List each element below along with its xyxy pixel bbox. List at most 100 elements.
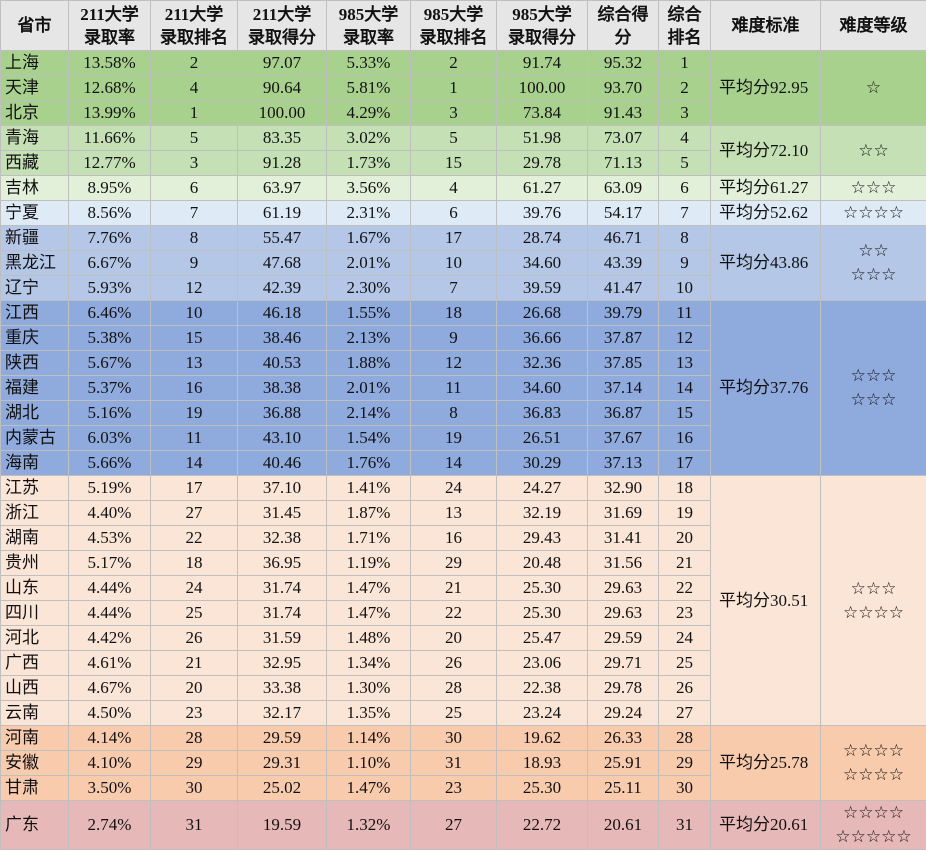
- header-cell: 211大学录取得分: [238, 1, 327, 51]
- value-cell: 91.43: [588, 101, 659, 126]
- province-cell: 青海: [1, 126, 69, 151]
- value-cell: 3.02%: [327, 126, 411, 151]
- cell-line: 录取率: [69, 26, 150, 49]
- value-cell: 2.01%: [327, 251, 411, 276]
- cell-line: ☆☆: [821, 139, 926, 163]
- value-cell: 38.46: [238, 326, 327, 351]
- value-cell: 38.38: [238, 376, 327, 401]
- value-cell: 100.00: [238, 101, 327, 126]
- header-cell: 985大学录取得分: [497, 1, 588, 51]
- value-cell: 8: [151, 226, 238, 251]
- cell-line: 难度标准: [711, 14, 820, 37]
- value-cell: 1: [411, 76, 497, 101]
- value-cell: 7.76%: [69, 226, 151, 251]
- value-cell: 25.30: [497, 601, 588, 626]
- value-cell: 36.87: [588, 401, 659, 426]
- level-cell: ☆☆☆☆☆☆☆☆☆: [821, 801, 926, 850]
- value-cell: 32.17: [238, 701, 327, 726]
- value-cell: 37.13: [588, 451, 659, 476]
- value-cell: 25.47: [497, 626, 588, 651]
- value-cell: 4.61%: [69, 651, 151, 676]
- value-cell: 2: [659, 76, 711, 101]
- level-cell: ☆☆☆☆: [821, 201, 926, 226]
- level-cell: ☆☆: [821, 126, 926, 176]
- value-cell: 30: [411, 726, 497, 751]
- cell-line: 211大学: [151, 3, 237, 26]
- cell-line: ☆☆☆☆: [821, 763, 926, 787]
- value-cell: 26: [411, 651, 497, 676]
- header-cell: 985大学录取率: [327, 1, 411, 51]
- value-cell: 6.46%: [69, 301, 151, 326]
- value-cell: 4.14%: [69, 726, 151, 751]
- value-cell: 91.74: [497, 51, 588, 76]
- level-cell: ☆☆☆☆☆: [821, 226, 926, 301]
- province-cell: 浙江: [1, 501, 69, 526]
- value-cell: 1.34%: [327, 651, 411, 676]
- value-cell: 2.14%: [327, 401, 411, 426]
- value-cell: 33.38: [238, 676, 327, 701]
- header-cell: 985大学录取排名: [411, 1, 497, 51]
- value-cell: 18: [151, 551, 238, 576]
- value-cell: 23: [411, 776, 497, 801]
- value-cell: 16: [151, 376, 238, 401]
- value-cell: 3: [411, 101, 497, 126]
- value-cell: 11.66%: [69, 126, 151, 151]
- value-cell: 5: [151, 126, 238, 151]
- value-cell: 22.38: [497, 676, 588, 701]
- value-cell: 4: [151, 76, 238, 101]
- value-cell: 93.70: [588, 76, 659, 101]
- value-cell: 3.50%: [69, 776, 151, 801]
- value-cell: 3: [151, 151, 238, 176]
- standard-cell: 平均分72.10: [711, 126, 821, 176]
- cell-line: 难度等级: [821, 14, 926, 37]
- value-cell: 30: [659, 776, 711, 801]
- value-cell: 29: [411, 551, 497, 576]
- value-cell: 51.98: [497, 126, 588, 151]
- value-cell: 29.78: [497, 151, 588, 176]
- value-cell: 39.59: [497, 276, 588, 301]
- cell-line: 录取率: [327, 26, 410, 49]
- value-cell: 90.64: [238, 76, 327, 101]
- value-cell: 18: [411, 301, 497, 326]
- province-cell: 安徽: [1, 751, 69, 776]
- province-cell: 河北: [1, 626, 69, 651]
- value-cell: 25.30: [497, 576, 588, 601]
- province-cell: 江西: [1, 301, 69, 326]
- value-cell: 83.35: [238, 126, 327, 151]
- standard-cell: 平均分30.51: [711, 476, 821, 726]
- value-cell: 8.56%: [69, 201, 151, 226]
- value-cell: 2.13%: [327, 326, 411, 351]
- cell-line: 985大学: [327, 3, 410, 26]
- value-cell: 24.27: [497, 476, 588, 501]
- value-cell: 31.74: [238, 601, 327, 626]
- value-cell: 34.60: [497, 251, 588, 276]
- value-cell: 4.44%: [69, 601, 151, 626]
- value-cell: 25: [659, 651, 711, 676]
- value-cell: 23: [151, 701, 238, 726]
- value-cell: 18.93: [497, 751, 588, 776]
- value-cell: 12: [659, 326, 711, 351]
- province-cell: 天津: [1, 76, 69, 101]
- value-cell: 25.11: [588, 776, 659, 801]
- value-cell: 43.10: [238, 426, 327, 451]
- value-cell: 7: [151, 201, 238, 226]
- header-cell: 211大学录取排名: [151, 1, 238, 51]
- value-cell: 37.14: [588, 376, 659, 401]
- value-cell: 32.19: [497, 501, 588, 526]
- value-cell: 1.47%: [327, 576, 411, 601]
- value-cell: 42.39: [238, 276, 327, 301]
- value-cell: 27: [151, 501, 238, 526]
- value-cell: 12: [151, 276, 238, 301]
- header-cell: 211大学录取率: [69, 1, 151, 51]
- province-cell: 重庆: [1, 326, 69, 351]
- value-cell: 22: [411, 601, 497, 626]
- value-cell: 1: [151, 101, 238, 126]
- value-cell: 39.76: [497, 201, 588, 226]
- value-cell: 28: [411, 676, 497, 701]
- standard-cell: 平均分43.86: [711, 226, 821, 301]
- value-cell: 29.63: [588, 576, 659, 601]
